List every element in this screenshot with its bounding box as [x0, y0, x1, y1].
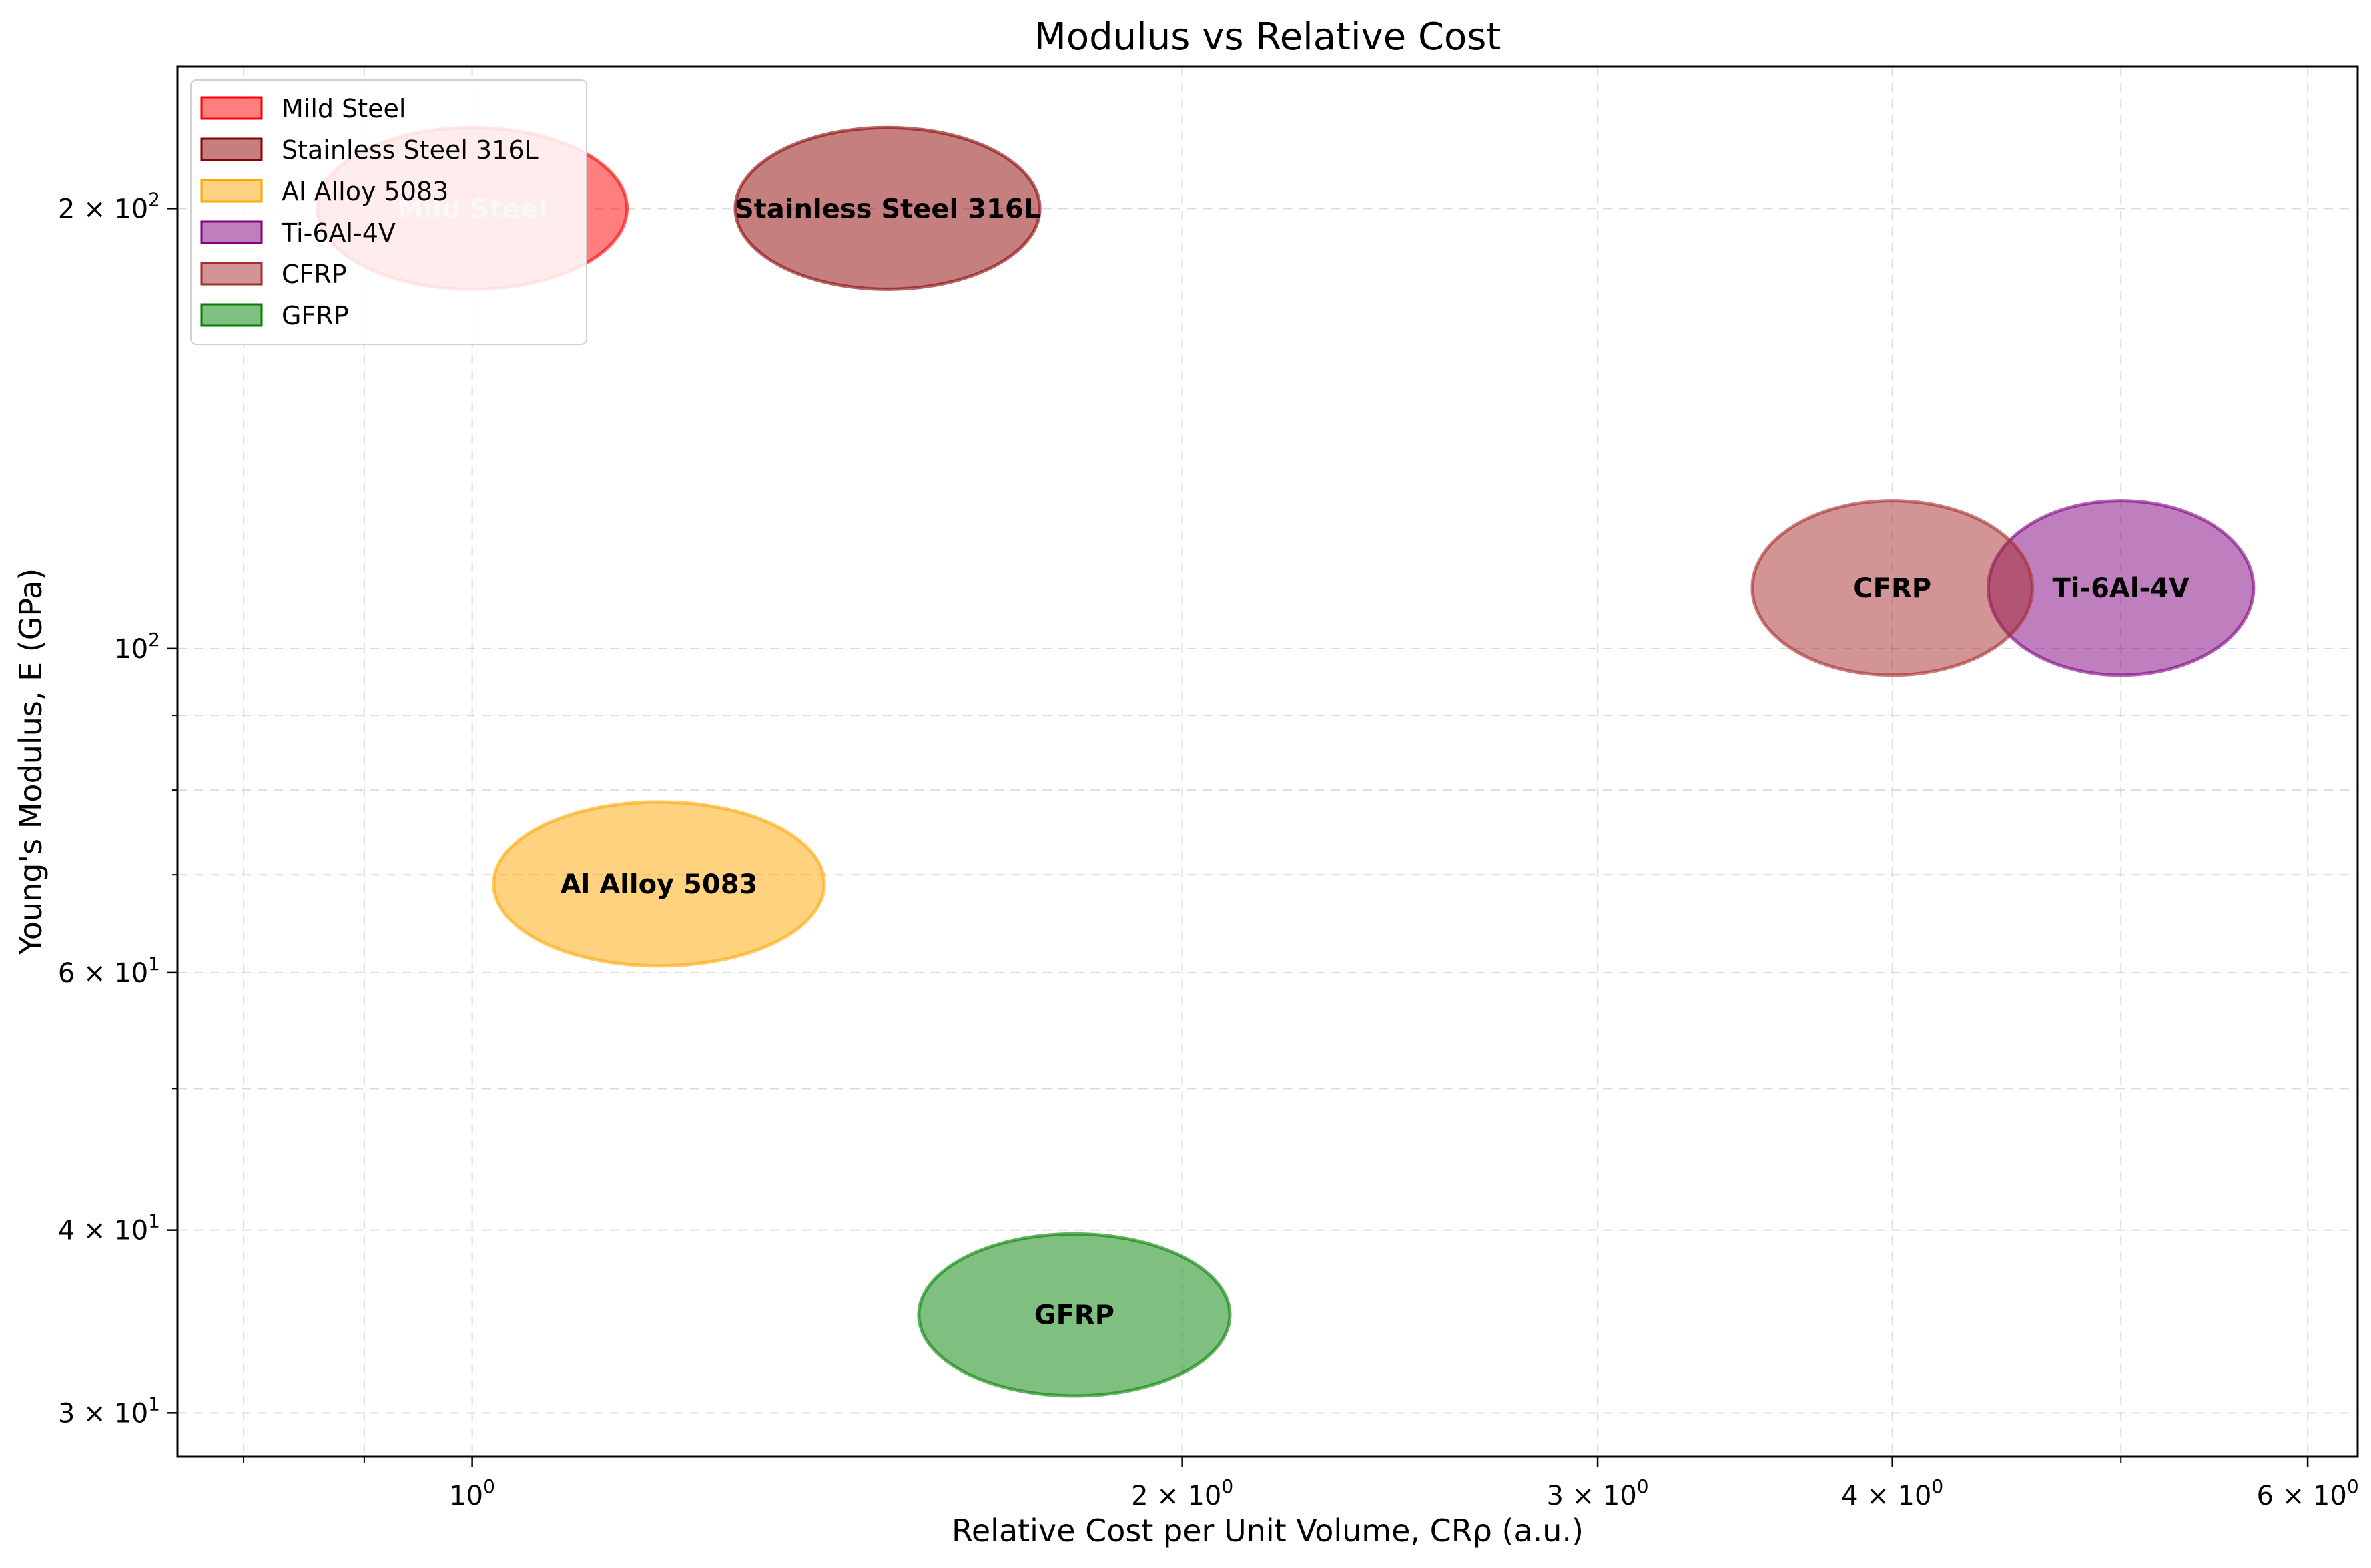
x-axis-ticks: 100 2 × 100 3 × 100 4 × 100 6 × 100 — [243, 1457, 2359, 1511]
y-tick-label: 2 × 102 — [58, 188, 160, 224]
legend-label-mild-steel: Mild Steel — [282, 94, 406, 123]
region-gfrp — [917, 1232, 1232, 1398]
region-cfrp — [1750, 499, 2034, 677]
region-label-cfrp: CFRP — [1853, 573, 1931, 604]
y-tick-label: 6 × 101 — [58, 953, 160, 989]
chart-title: Modulus vs Relative Cost — [1034, 15, 1501, 59]
y-tick-label: 102 — [114, 629, 160, 665]
region-label-stainless-steel-316l: Stainless Steel 316L — [735, 193, 1040, 224]
x-tick-label: 6 × 100 — [2257, 1475, 2359, 1511]
legend-swatch-stainless-steel-316l — [200, 137, 263, 161]
x-tick-label: 100 — [449, 1475, 495, 1511]
region-label-al-alloy-5083: Al Alloy 5083 — [561, 869, 758, 900]
legend-swatch-al-alloy-5083 — [200, 179, 263, 203]
legend-swatch-ti-6al-4v — [200, 220, 263, 244]
x-tick-label: 2 × 100 — [1131, 1475, 1233, 1511]
legend-box — [190, 79, 587, 345]
legend-swatch-gfrp — [200, 303, 263, 327]
legend-label-stainless-steel-316l: Stainless Steel 316L — [282, 135, 539, 165]
x-axis-label: Relative Cost per Unit Volume, CRρ (a.u.… — [952, 1513, 1584, 1549]
plot-frame — [176, 65, 2359, 1458]
y-tick-label: 4 × 101 — [58, 1210, 160, 1246]
legend-label-cfrp: CFRP — [282, 260, 347, 289]
legend-swatch-cfrp — [200, 262, 263, 286]
y-tick-label: 3 × 101 — [58, 1393, 160, 1429]
legend-swatch-mild-steel — [200, 96, 263, 120]
region-label-gfrp: GFRP — [1034, 1300, 1114, 1331]
region-al-alloy-5083 — [492, 800, 826, 968]
legend-label-al-alloy-5083: Al Alloy 5083 — [282, 177, 448, 206]
y-axis-ticks: 3 × 101 4 × 101 6 × 101 102 2 × 102 — [58, 188, 178, 1429]
region-stainless-steel-316l — [733, 125, 1042, 291]
legend: Mild Steel Stainless Steel 316L Al Alloy 5… — [190, 79, 587, 345]
x-tick-label: 4 × 100 — [1841, 1475, 1943, 1511]
region-label-ti-6al-4v: Ti-6Al-4V — [2052, 573, 2189, 604]
y-axis-label: Young's Modulus, E (GPa) — [13, 568, 49, 955]
legend-label-ti-6al-4v: Ti-6Al-4V — [281, 218, 396, 248]
legend-label-gfrp: GFRP — [282, 301, 349, 330]
x-tick-label: 3 × 100 — [1547, 1475, 1649, 1511]
